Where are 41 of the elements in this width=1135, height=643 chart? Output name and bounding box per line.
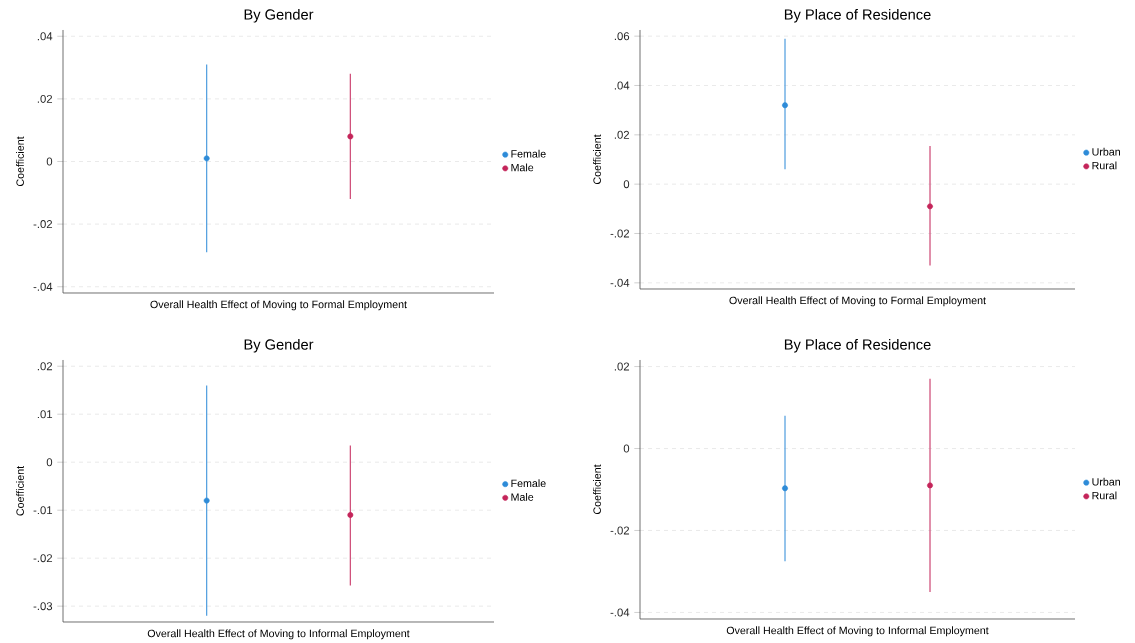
y-tick-label: -.04 [610, 608, 630, 617]
y-tick-label: 0 [46, 157, 53, 166]
y-tick-label: 0 [623, 444, 630, 453]
legend-label: Male [511, 163, 534, 172]
chart-title: By Place of Residence [784, 338, 931, 353]
y-tick-label: -.01 [33, 506, 53, 515]
y-tick-label: -.03 [33, 602, 53, 611]
y-tick-label: .02 [614, 130, 630, 139]
legend-label: Female [511, 149, 546, 158]
y-tick-label: -.04 [33, 282, 53, 291]
legend-label: Urban [1092, 147, 1120, 156]
legend-label: Female [511, 479, 546, 488]
y-tick-label: .02 [614, 362, 630, 371]
y-axis-title: Coefficient [593, 134, 601, 185]
y-tick-label: .01 [37, 410, 53, 419]
x-axis-title: Overall Health Effect of Moving to Formal Employment [729, 296, 986, 307]
chart-title: By Gender [244, 338, 314, 353]
y-tick-label: .02 [37, 362, 53, 371]
x-axis-title: Overall Health Effect of Moving to Formal Employment [150, 300, 407, 311]
y-tick-label: -.02 [610, 229, 630, 238]
legend-label: Male [511, 492, 534, 501]
y-tick-label: .04 [37, 32, 53, 41]
legend-label: Rural [1092, 161, 1117, 170]
x-axis-title: Overall Health Effect of Moving to Informal Employment [147, 629, 410, 640]
y-tick-label: .06 [614, 32, 630, 41]
chart-title: By Gender [244, 8, 314, 23]
y-tick-label: -.02 [610, 526, 630, 535]
y-tick-label: -.02 [33, 554, 53, 563]
y-axis-title: Coefficient [16, 465, 24, 516]
x-axis-title: Overall Health Effect of Moving to Informal Employment [726, 626, 989, 637]
legend-label: Urban [1092, 477, 1120, 486]
y-tick-label: -.04 [610, 278, 630, 287]
chart-title: By Place of Residence [784, 8, 931, 23]
y-tick-label: 0 [623, 180, 630, 189]
y-tick-label: 0 [46, 458, 53, 467]
y-tick-label: .04 [614, 81, 630, 90]
y-tick-label: -.02 [33, 220, 53, 229]
y-tick-label: .02 [37, 94, 53, 103]
y-axis-title: Coefficient [593, 464, 601, 515]
legend-label: Rural [1092, 491, 1117, 500]
y-axis-title: Coefficient [16, 136, 24, 187]
